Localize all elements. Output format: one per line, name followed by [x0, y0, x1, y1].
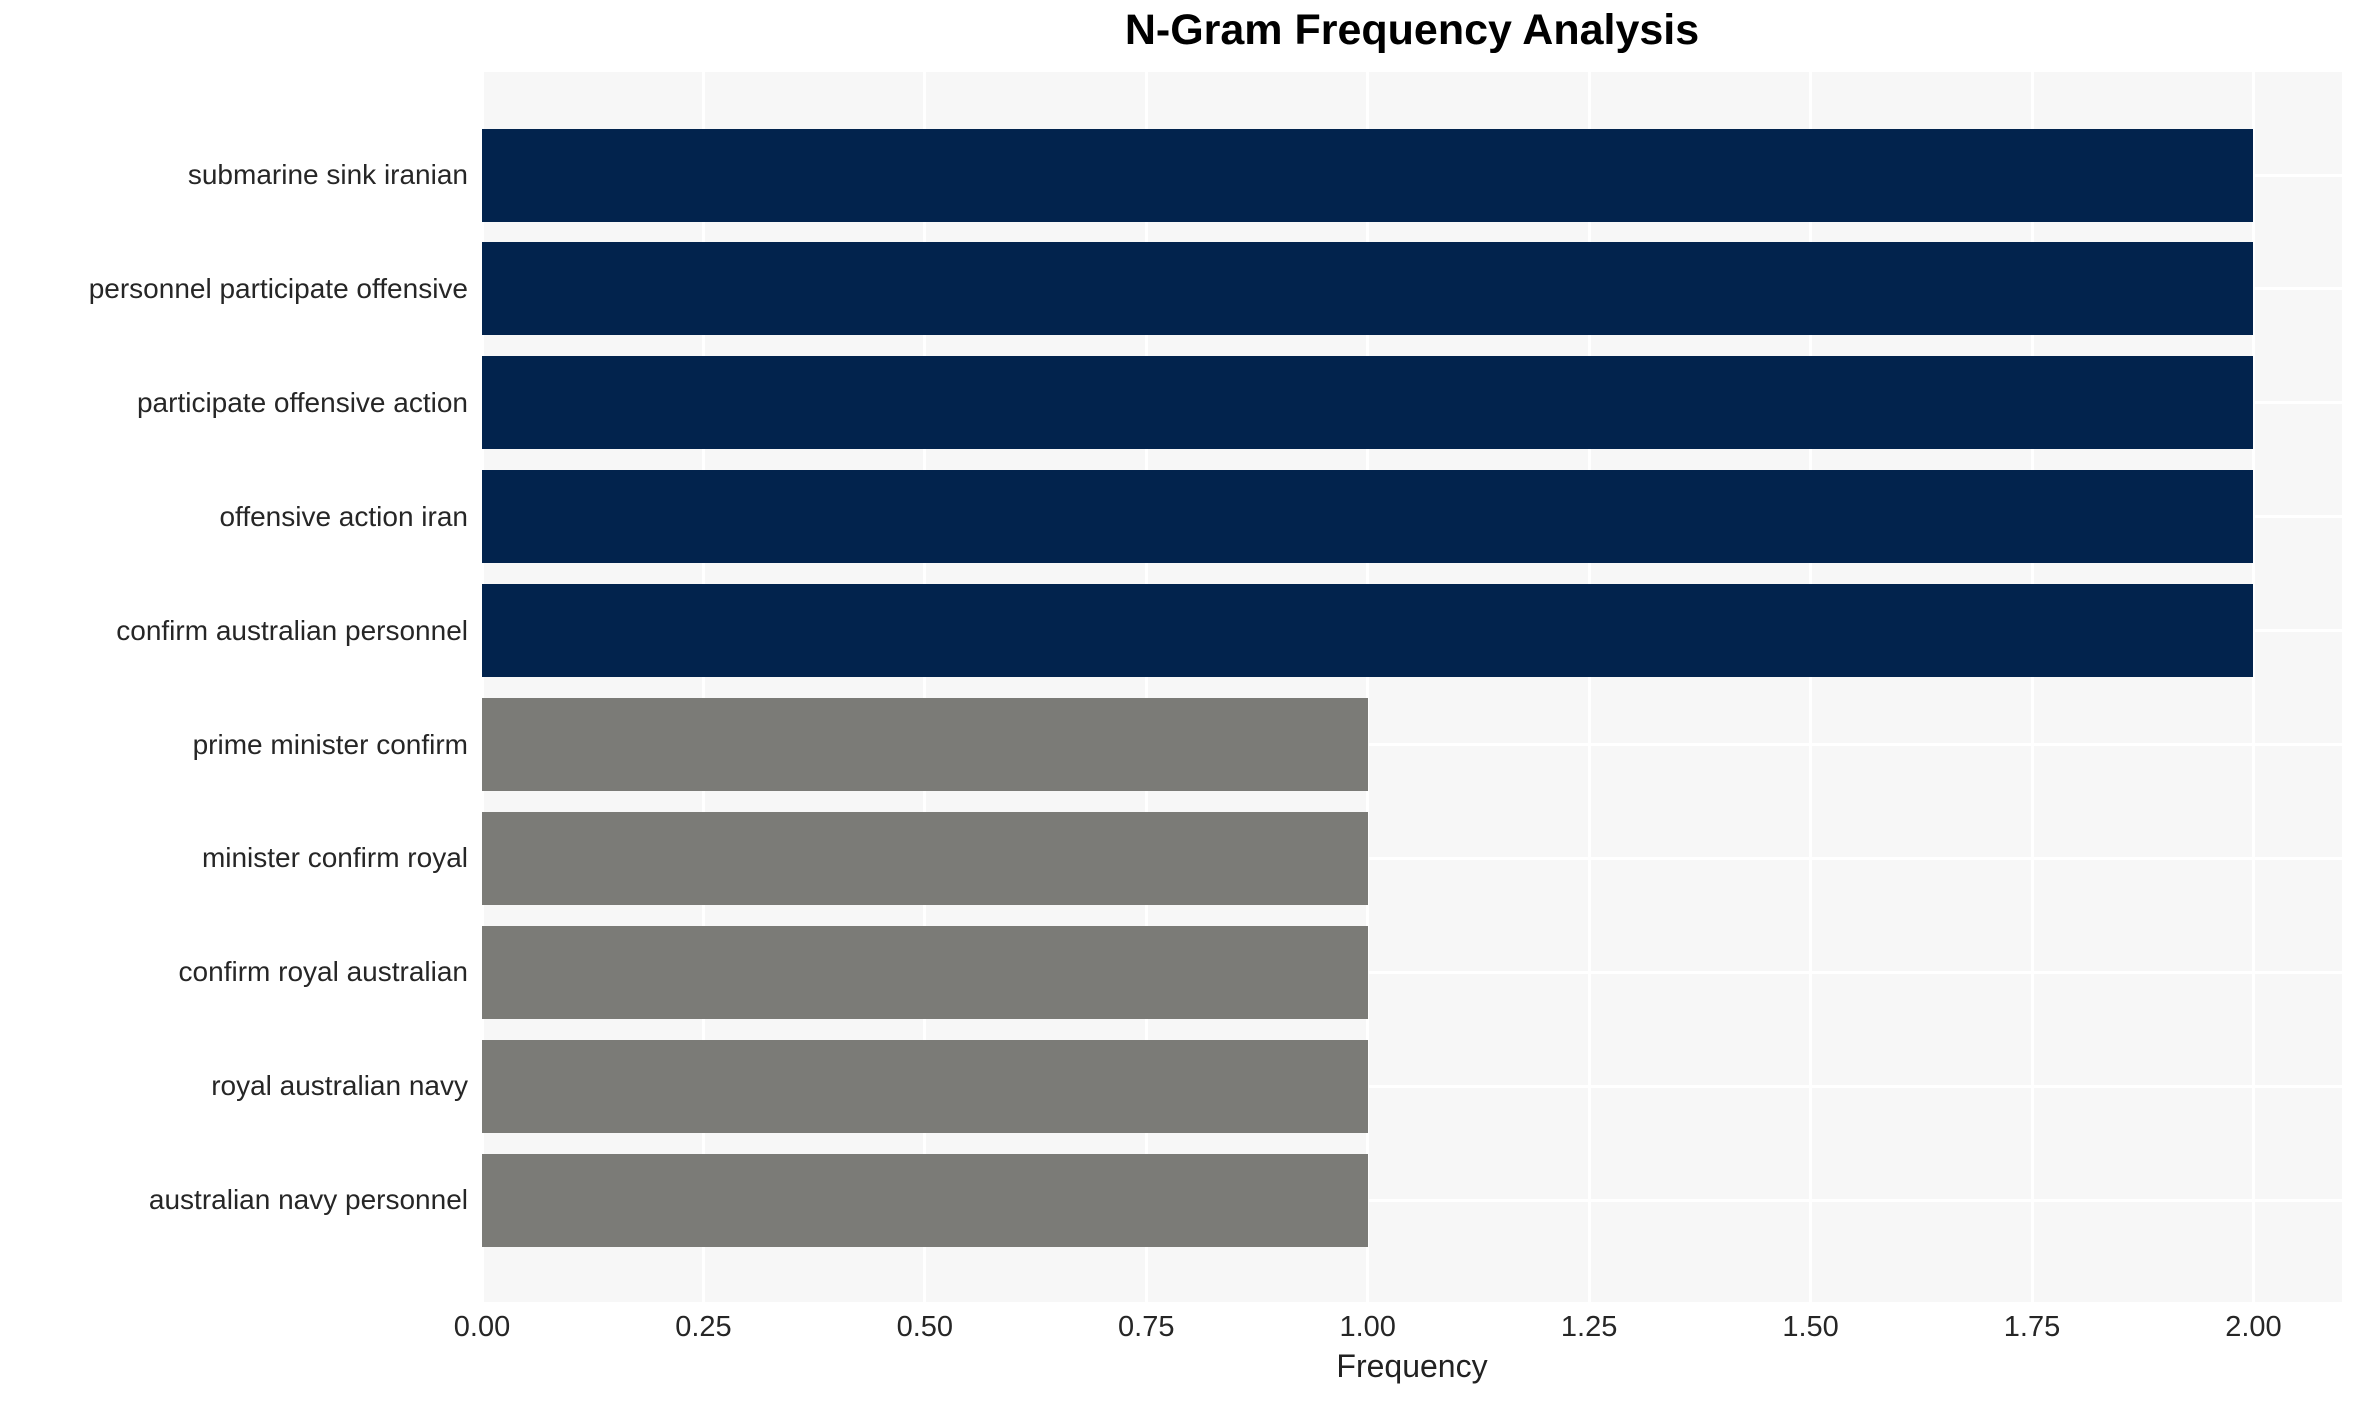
x-tick-label: 0.75	[1118, 1311, 1175, 1343]
gridline-y-6	[482, 856, 2342, 860]
plot-area	[480, 72, 2342, 1302]
y-tick-label: confirm australian personnel	[116, 614, 468, 646]
bar-confirm-australian-personnel	[482, 584, 2254, 678]
bar-prime-minister-confirm	[482, 698, 1368, 791]
bar-offensive-action-iran	[482, 470, 2254, 564]
bar-participate-offensive-action	[482, 356, 2254, 450]
bar-minister-confirm-royal	[482, 811, 1368, 905]
gridline-x-1.5	[1809, 72, 1813, 1302]
gridline-x-2	[2251, 72, 2255, 1302]
gridline-x-0	[480, 72, 484, 1302]
bar-personnel-participate-offensive	[482, 242, 2254, 336]
gridline-x-0.5	[923, 72, 927, 1302]
gridline-y-9	[482, 1198, 2342, 1202]
y-tick-label: royal australian navy	[211, 1070, 468, 1102]
bar-confirm-royal-australian	[482, 925, 1368, 1019]
gridline-x-1.25	[1587, 72, 1591, 1302]
gridline-x-0.75	[1144, 72, 1148, 1302]
x-tick-label: 2.00	[2225, 1311, 2282, 1343]
bar-submarine-sink-iranian	[482, 128, 2254, 222]
gridline-x-0.25	[701, 72, 705, 1302]
y-tick-label: personnel participate offensive	[88, 272, 468, 304]
y-tick-label: confirm royal australian	[178, 956, 468, 988]
y-tick-label: offensive action iran	[219, 500, 468, 532]
x-tick-label: 1.50	[1782, 1311, 1839, 1343]
gridline-x-1	[1366, 72, 1370, 1302]
x-tick-label: 0.25	[675, 1311, 732, 1343]
gridline-y-8	[482, 1084, 2342, 1088]
y-tick-label: minister confirm royal	[201, 842, 468, 874]
x-tick-label: 0.50	[896, 1311, 954, 1343]
y-tick-label: australian navy personnel	[148, 1184, 468, 1216]
chart-title: N-Gram Frequency Analysis	[1124, 6, 1700, 54]
x-axis-label: Frequency	[1336, 1348, 1488, 1384]
bar-australian-navy-personnel	[482, 1153, 1368, 1247]
x-tick-label: 1.00	[1339, 1311, 1396, 1343]
gridline-x-1.75	[2030, 72, 2034, 1302]
x-tick-label: 1.25	[1560, 1311, 1618, 1343]
y-tick-label: participate offensive action	[136, 386, 468, 418]
gridline-y-5	[482, 743, 2342, 746]
y-tick-label: submarine sink iranian	[187, 159, 468, 190]
y-tick-label: prime minister confirm	[192, 728, 468, 760]
x-tick-label: 1.75	[2003, 1311, 2061, 1343]
x-tick-label: 0.00	[453, 1311, 511, 1343]
bar-royal-australian-navy	[482, 1039, 1368, 1133]
gridline-y-7	[482, 970, 2342, 974]
